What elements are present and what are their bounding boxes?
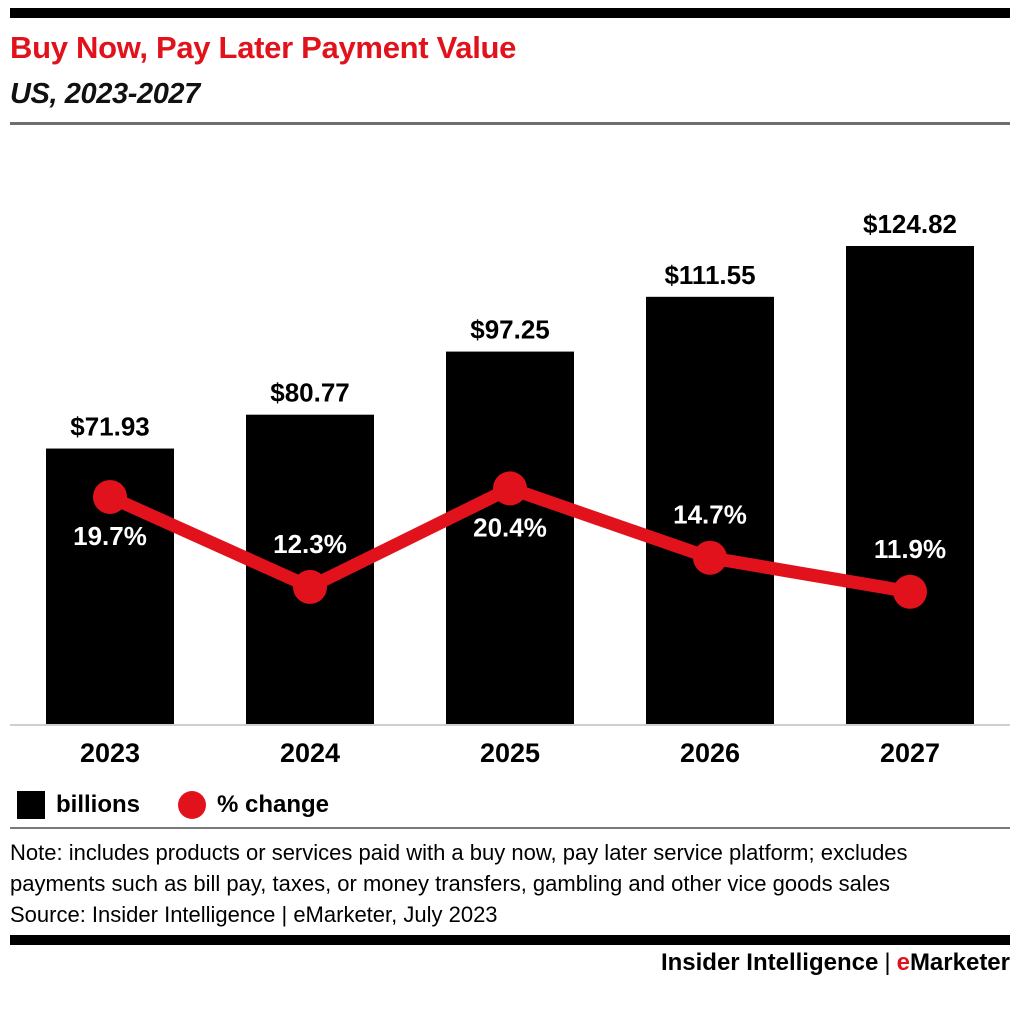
legend-label-pct-change: % change (217, 791, 330, 818)
pct-change-dot-2027 (893, 574, 927, 609)
bar-value-label-2026: $111.55 (664, 260, 755, 290)
pct-change-dot-2023 (93, 479, 127, 514)
bar-2026 (646, 296, 774, 724)
source-text: Source: Insider Intelligence | eMarketer… (10, 902, 498, 927)
brand-emarketer-rest: Marketer (909, 949, 1010, 976)
bar-value-label-2025: $97.25 (470, 315, 550, 345)
note-text: Note: includes products or services paid… (10, 840, 908, 896)
header-divider (10, 122, 1010, 125)
pct-change-label-2027: 11.9% (874, 534, 946, 564)
pct-change-swatch-icon (178, 791, 206, 819)
pct-change-dot-2025 (493, 471, 527, 506)
bar-value-label-2024: $80.77 (270, 378, 350, 408)
x-axis-label-2023: 2023 (80, 738, 140, 768)
x-axis-label-2024: 2024 (280, 738, 340, 768)
bar-2027 (846, 246, 974, 724)
brand-insider-intelligence: Insider Intelligence (660, 949, 879, 976)
legend: billions % change (17, 791, 1020, 819)
bar-2025 (446, 351, 574, 724)
billions-swatch-icon (17, 791, 45, 819)
bar-value-label-2023: $71.93 (70, 412, 150, 442)
pct-change-label-2026: 14.7% (673, 500, 747, 530)
x-axis-label-2027: 2027 (880, 738, 940, 768)
legend-label-billions: billions (56, 791, 140, 818)
brand-footer: Insider Intelligence | eMarketer (10, 950, 1010, 976)
pct-change-label-2024: 12.3% (273, 529, 347, 559)
legend-item-pct-change: % change (178, 791, 329, 819)
x-axis-label-2026: 2026 (680, 738, 740, 768)
bar-value-label-2027: $124.82 (863, 209, 957, 239)
pct-change-dot-2024 (293, 569, 327, 604)
footnote-divider (10, 827, 1010, 829)
bottom-accent-bar (10, 935, 1010, 945)
legend-item-billions: billions (17, 791, 140, 819)
brand-separator: | (884, 949, 891, 976)
x-axis-label-2025: 2025 (480, 738, 540, 768)
pct-change-label-2025: 20.4% (473, 512, 547, 542)
pct-change-dot-2026 (693, 540, 727, 575)
chart-subtitle: US, 2023-2027 (10, 78, 200, 110)
pct-change-label-2023: 19.7% (73, 521, 147, 551)
brand-emarketer-e: e (896, 949, 910, 976)
top-accent-bar (10, 8, 1010, 18)
chart-svg: $71.93 $80.77 $97.25 $111.55 $124.82 19.7% 12.… (10, 209, 1010, 768)
chart-title: Buy Now, Pay Later Payment Value (10, 30, 517, 65)
